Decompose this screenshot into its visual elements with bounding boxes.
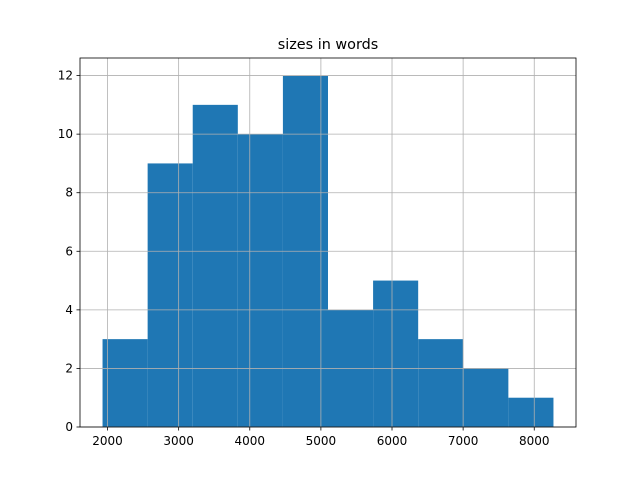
x-tick-label: 4000 [234, 434, 265, 448]
x-tick-label: 8000 [519, 434, 550, 448]
y-tick-label: 8 [65, 186, 73, 200]
bar [373, 280, 419, 427]
plot-frame [79, 57, 577, 428]
bar [147, 163, 193, 427]
x-tick-label: 7000 [448, 434, 479, 448]
bar [237, 134, 283, 427]
bar [463, 368, 509, 427]
bar [192, 104, 238, 427]
x-tick-label: 2000 [92, 434, 123, 448]
bar [418, 339, 464, 427]
y-tick-label: 4 [65, 303, 73, 317]
x-tick-label: 6000 [377, 434, 408, 448]
x-tick-label: 5000 [306, 434, 337, 448]
y-tick-label: 10 [58, 127, 73, 141]
y-tick-label: 0 [65, 420, 73, 434]
y-tick-label: 12 [58, 69, 73, 83]
bar [102, 339, 148, 427]
bar [508, 397, 554, 427]
x-tick-label: 3000 [163, 434, 194, 448]
y-tick-label: 2 [65, 361, 73, 375]
chart-title: sizes in words [278, 37, 379, 53]
y-tick-label: 6 [65, 244, 73, 258]
